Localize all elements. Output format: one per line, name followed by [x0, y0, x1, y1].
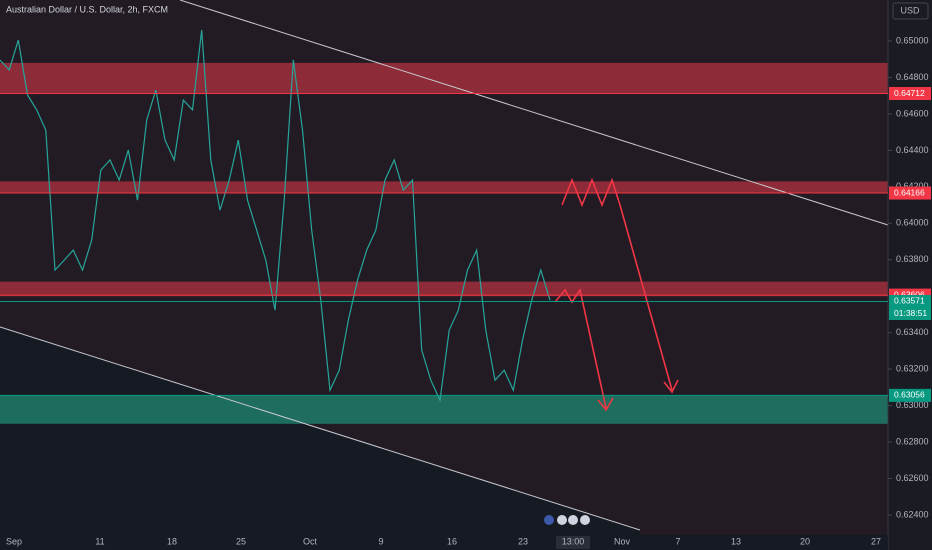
event-icon	[557, 515, 567, 525]
upper-trendline	[179, 0, 889, 226]
x-tick-label: 7	[675, 536, 680, 546]
arrow-head	[663, 379, 679, 394]
y-tick-label: 0.63000	[896, 400, 929, 410]
x-tick-label: Oct	[303, 536, 318, 546]
x-tick-label: 18	[167, 536, 177, 546]
chart-title: Australian Dollar / U.S. Dollar, 2h, FXC…	[6, 4, 168, 14]
currency[interactable]: USD	[900, 5, 920, 15]
price-tag-label: 0.63606	[894, 289, 925, 299]
time-axis	[0, 535, 888, 550]
x-tick-label: 11	[95, 536, 104, 546]
price-tag-label: 0.63056	[894, 390, 925, 400]
y-tick-label: 0.64600	[896, 108, 929, 118]
currency-button[interactable]	[892, 2, 929, 20]
y-tick-label: 0.62600	[896, 473, 929, 483]
y-tick-label: 0.62800	[896, 436, 929, 446]
x-tick-label: 25	[236, 536, 246, 546]
price-tag	[889, 294, 931, 308]
countdown-tag	[889, 307, 931, 320]
x-tick-label: 9	[378, 536, 383, 546]
zone	[0, 281, 888, 297]
price-tag	[889, 87, 931, 101]
y-tick-label: 0.62400	[896, 509, 929, 519]
x-tick-label: Nov	[614, 536, 631, 546]
projection-arrows	[554, 177, 679, 412]
y-tick-label: 0.64400	[896, 145, 929, 155]
event-icon	[580, 515, 590, 525]
price-tag-label: 0.64712	[894, 88, 925, 98]
price-tag	[889, 186, 931, 200]
price-tag-label: 0.64166	[894, 187, 925, 197]
price-axis	[888, 0, 932, 550]
y-tick-label: 0.63800	[896, 254, 929, 264]
y-tick-label: 0.63200	[896, 363, 929, 373]
lower-channel-shade	[0, 327, 640, 535]
zone	[0, 62, 888, 94]
arrow-head	[597, 397, 614, 412]
y-tick-label: 0.63400	[896, 327, 929, 337]
zone	[0, 181, 888, 194]
y-tick-label: 0.65000	[896, 35, 929, 45]
x-tick-label: 13:00	[562, 536, 585, 546]
price-tag-label: 0.63571	[894, 296, 925, 306]
event-icon	[568, 515, 578, 525]
x-tick-label: 20	[800, 536, 810, 546]
event-icon	[544, 515, 554, 525]
x-tick-label: Sep	[6, 536, 22, 546]
lower-trendline	[0, 326, 641, 531]
arrow-lower	[554, 287, 607, 409]
zone	[0, 395, 888, 424]
price-line	[0, 30, 551, 403]
x-tick-label: 13	[731, 536, 741, 546]
countdown-label: 01:38:51	[894, 308, 927, 318]
y-tick-label: 0.64000	[896, 218, 929, 228]
y-tick-label: 0.64200	[896, 181, 929, 191]
arrow-upper	[561, 177, 673, 391]
x-tick-label: 27	[871, 536, 881, 546]
y-tick-label: 0.64800	[896, 72, 929, 82]
price-tag	[889, 388, 931, 402]
x-tick-label: 16	[447, 536, 457, 546]
x-tick-label: 23	[518, 536, 528, 546]
time-cursor-box	[556, 536, 590, 549]
